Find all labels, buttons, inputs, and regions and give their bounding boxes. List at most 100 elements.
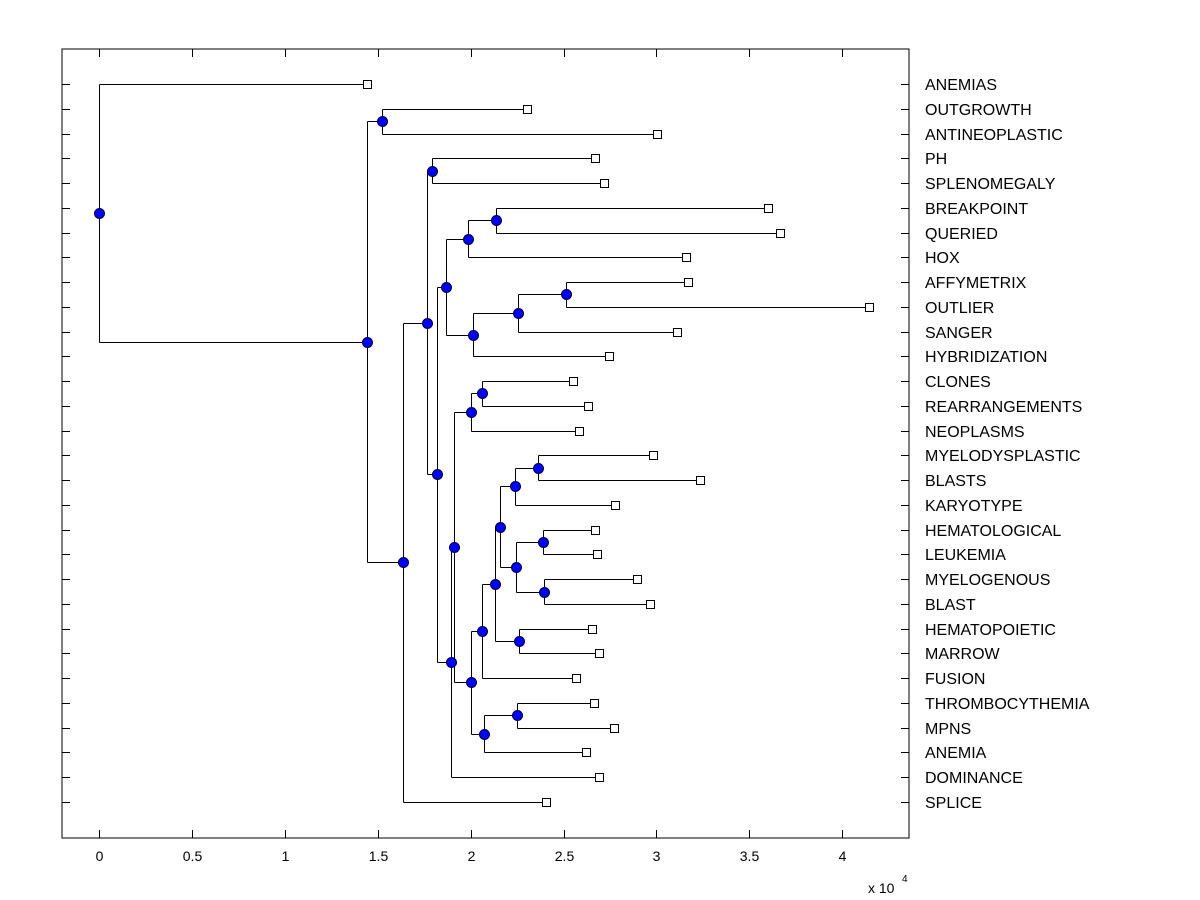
node-marker-k xyxy=(491,215,502,226)
leaf-label-affymetrix: AFFYMETRIX xyxy=(925,275,1027,292)
leaf-label-leukemia: LEUKEMIA xyxy=(925,547,1006,564)
leaf-marker-leukemia xyxy=(593,550,602,559)
leaf-marker-hybridization xyxy=(605,352,614,361)
leaf-marker-antineoplastic xyxy=(653,130,662,139)
node-marker-c xyxy=(398,557,409,568)
x-tick-label: 0.5 xyxy=(183,848,203,864)
leaf-label-ph: PH xyxy=(925,151,947,168)
leaf-marker-splice xyxy=(542,798,551,807)
leaf-label-dominance: DOMINANCE xyxy=(925,770,1023,787)
leaf-markers xyxy=(363,80,874,807)
x-tick-label: 4 xyxy=(839,848,847,864)
node-marker-s xyxy=(479,729,490,740)
leaf-label-queried: QUERIED xyxy=(925,226,998,243)
leaf-label-clones: CLONES xyxy=(925,374,991,391)
leaf-marker-breakpoint xyxy=(764,204,773,213)
leaf-marker-blast xyxy=(646,600,655,609)
leaf-marker-ph xyxy=(591,154,600,163)
leaf-label-fusion: FUSION xyxy=(925,671,985,688)
x-tick-label: 3 xyxy=(653,848,661,864)
leaf-marker-outlier xyxy=(865,303,874,312)
leaf-label-blast: BLAST xyxy=(925,597,976,614)
leaf-marker-hematological xyxy=(591,526,600,535)
leaf-label-outlier: OUTLIER xyxy=(925,300,994,317)
node-marker-a xyxy=(362,337,373,348)
leaf-label-marrow: MARROW xyxy=(925,646,1001,663)
leaf-marker-clones xyxy=(569,377,578,386)
node-marker-g xyxy=(441,282,452,293)
dendrogram-links xyxy=(99,84,870,803)
leaf-label-karyotype: KARYOTYPE xyxy=(925,498,1023,515)
leaf-label-breakpoint: BREAKPOINT xyxy=(925,201,1028,218)
node-marker-b xyxy=(377,116,388,127)
node-marker-x xyxy=(511,562,522,573)
leaf-label-myelogenous: MYELOGENOUS xyxy=(925,572,1050,589)
leaf-label-thrombocythemia: THROMBOCYTHEMIA xyxy=(925,696,1090,713)
leaf-marker-hematopoietic xyxy=(588,625,597,634)
x-multiplier-exponent: 4 xyxy=(902,874,908,885)
node-marker-q xyxy=(477,388,488,399)
x-tick-labels: 0 0.5 1 1.5 2 2.5 3 3.5 4 xyxy=(96,848,847,864)
leaf-label-mpns: MPNS xyxy=(925,721,971,738)
node-marker-t xyxy=(490,579,501,590)
node-marker-h xyxy=(446,657,457,668)
node-marker-i xyxy=(463,234,474,245)
node-marker-d xyxy=(422,318,433,329)
x-multiplier-label: x 10 xyxy=(868,880,895,896)
node-marker-y xyxy=(533,463,544,474)
axis-ticks xyxy=(62,49,909,838)
leaf-marker-rearrangements xyxy=(584,402,593,411)
node-marker-m xyxy=(561,289,572,300)
axes-frame xyxy=(61,48,910,839)
leaf-marker-anemia xyxy=(582,748,591,757)
leaf-labels: ANEMIAS OUTGROWTH ANTINEOPLASTIC PH SPLENOME… xyxy=(925,77,1090,812)
leaf-label-splenomegaly: SPLENOMEGALY xyxy=(925,176,1056,193)
leaf-marker-thrombocythemia xyxy=(590,699,599,708)
leaf-marker-blasts xyxy=(696,476,705,485)
node-marker-o xyxy=(466,407,477,418)
node-markers xyxy=(94,116,572,740)
leaf-label-sanger: SANGER xyxy=(925,325,993,342)
x-tick-label: 2.5 xyxy=(555,848,575,864)
x-tick-label: 3.5 xyxy=(740,848,760,864)
leaf-label-blasts: BLASTS xyxy=(925,473,986,490)
leaf-label-hematological: HEMATOLOGICAL xyxy=(925,523,1061,540)
leaf-marker-dominance xyxy=(595,773,604,782)
leaf-marker-myelogenous xyxy=(633,575,642,584)
node-marker-e xyxy=(427,166,438,177)
node-marker-s2 xyxy=(512,710,523,721)
node-marker-j xyxy=(468,330,479,341)
node-marker-v xyxy=(514,636,525,647)
node-marker-root xyxy=(94,208,105,219)
leaf-label-hybridization: HYBRIDIZATION xyxy=(925,349,1047,366)
leaf-marker-neoplasms xyxy=(575,427,584,436)
node-marker-z2 xyxy=(539,587,550,598)
leaf-marker-myelodysplastic xyxy=(649,451,658,460)
leaf-label-hematopoietic: HEMATOPOIETIC xyxy=(925,622,1056,639)
leaf-label-anemias: ANEMIAS xyxy=(925,77,997,94)
leaf-marker-splenomegaly xyxy=(600,179,609,188)
node-marker-n xyxy=(449,542,460,553)
leaf-marker-fusion xyxy=(572,674,581,683)
x-tick-label: 1.5 xyxy=(369,848,389,864)
x-tick-label: 1 xyxy=(282,848,290,864)
leaf-label-antineoplastic: ANTINEOPLASTIC xyxy=(925,127,1063,144)
leaf-label-anemia: ANEMIA xyxy=(925,745,987,762)
node-marker-p xyxy=(466,677,477,688)
leaf-label-outgrowth: OUTGROWTH xyxy=(925,102,1032,119)
axes-box xyxy=(61,48,910,839)
leaf-marker-karyotype xyxy=(611,501,620,510)
leaf-marker-anemias xyxy=(363,80,372,89)
leaf-marker-mpns xyxy=(610,724,619,733)
leaf-label-hox: HOX xyxy=(925,250,960,267)
leaf-marker-hox xyxy=(682,253,691,262)
leaf-label-myelodysplastic: MYELODYSPLASTIC xyxy=(925,448,1081,465)
node-marker-l xyxy=(513,308,524,319)
x-tick-label: 0 xyxy=(96,848,104,864)
leaf-marker-marrow xyxy=(595,649,604,658)
leaf-label-splice: SPLICE xyxy=(925,795,982,812)
leaf-marker-queried xyxy=(776,229,785,238)
leaf-marker-sanger xyxy=(673,328,682,337)
leaf-label-rearrangements: REARRANGEMENTS xyxy=(925,399,1082,416)
x-tick-label: 2 xyxy=(468,848,476,864)
